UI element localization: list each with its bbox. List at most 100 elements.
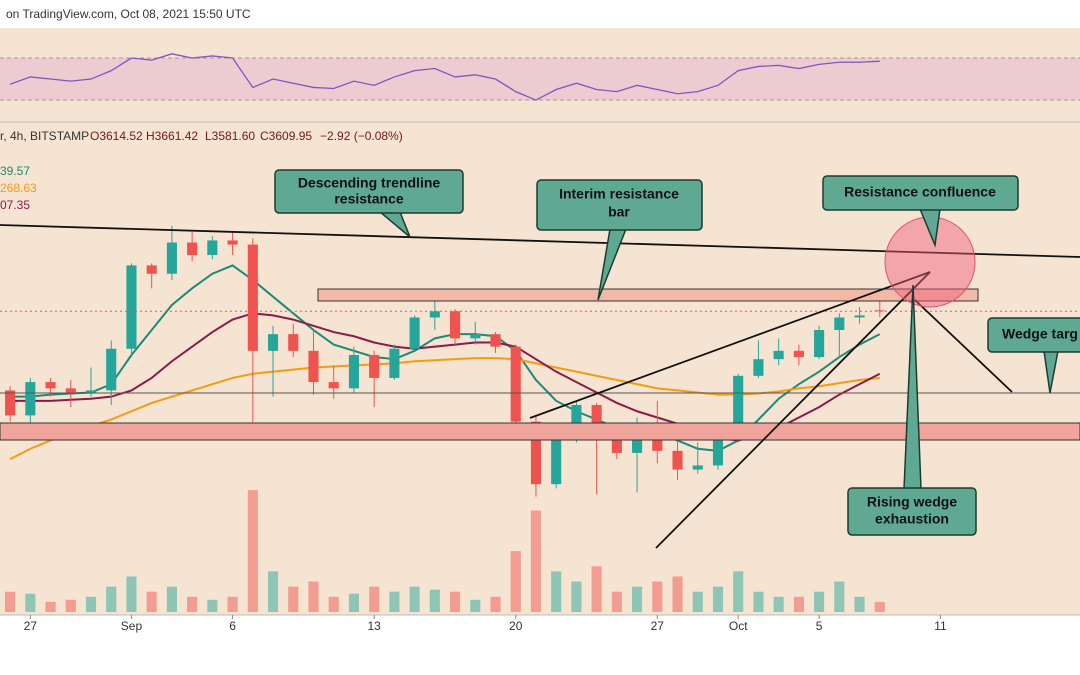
candle-body: [166, 242, 177, 274]
candle-body: [25, 382, 36, 416]
volume-bar: [712, 586, 724, 612]
volume-bar: [753, 591, 764, 612]
volume-bar: [25, 593, 36, 612]
wedge-lower: [655, 271, 931, 549]
volume-bar: [450, 591, 461, 612]
volume-bar: [793, 596, 804, 612]
candle-body: [308, 350, 319, 383]
volume-bar: [389, 591, 400, 612]
callout: Resistance confluence: [822, 175, 1019, 248]
x-tick-label: 27: [651, 619, 665, 633]
wedge-upper: [529, 271, 931, 419]
callout: Descending trendline resistance: [274, 169, 464, 238]
candle-body: [5, 390, 16, 416]
callout-text: resistance: [334, 191, 403, 207]
candle-body: [793, 350, 804, 358]
candle-body: [611, 440, 622, 453]
candle-body: [126, 265, 137, 349]
volume-bar: [510, 551, 521, 612]
callout: Interim resistance bar: [536, 179, 703, 301]
trendline: [0, 224, 1080, 258]
volume-bar: [65, 599, 76, 612]
volume-bar: [369, 586, 380, 612]
candle-body: [227, 240, 238, 245]
volume-bar: [308, 581, 319, 612]
legend-value: O3614.52: [90, 129, 143, 143]
volume-bar: [348, 593, 359, 612]
candle-body: [146, 265, 157, 274]
candle-body: [470, 334, 481, 339]
volume-bar: [874, 601, 885, 612]
volume-bar: [470, 599, 481, 612]
target-line: [914, 299, 1013, 393]
candle-body: [510, 346, 521, 422]
candle-body: [348, 355, 359, 389]
volume-bar: [409, 586, 420, 612]
rsi-line: [9, 53, 880, 101]
candle-body: [551, 436, 562, 485]
candle-body: [247, 244, 258, 351]
volume-bar: [571, 581, 582, 612]
rsi-band: [0, 58, 1080, 101]
callout: Rising wedge exhaustion: [847, 284, 977, 536]
candle-body: [65, 388, 76, 393]
x-tick-label: Oct: [729, 619, 748, 633]
volume-bar: [126, 576, 137, 612]
x-tick-label: Sep: [121, 619, 143, 633]
volume-bar: [45, 601, 56, 612]
x-tick-label: 11: [934, 619, 947, 633]
legend: r, 4h, BITSTAMP O3614.52 H3661.42 L3581.…: [0, 129, 403, 143]
ma-value: 268.63: [0, 181, 37, 195]
candle-body: [672, 450, 683, 470]
candle-body: [106, 348, 117, 391]
volume-bar: [490, 596, 501, 612]
axis-bar: [0, 615, 1080, 675]
volume-bar: [227, 596, 238, 612]
moving-average: [10, 264, 881, 452]
callout-text: Interim resistance: [559, 186, 679, 202]
callout-text: bar: [608, 204, 630, 220]
volume-bar: [652, 581, 663, 612]
volume-bar: [85, 596, 97, 612]
volume-bar: [247, 490, 258, 612]
volume-bar: [106, 586, 117, 612]
volume-bar: [267, 571, 279, 612]
candle-body: [571, 405, 582, 437]
legend-value: −2.92 (−0.08%): [320, 129, 403, 143]
candle-body: [187, 242, 198, 255]
candle-body: [389, 348, 400, 378]
candle-body: [369, 355, 380, 378]
candle-body: [450, 311, 461, 339]
candle-body: [85, 390, 97, 393]
resistance-bar: [317, 288, 979, 302]
candle-body: [530, 421, 542, 485]
volume-bar: [672, 576, 683, 612]
candle-body: [328, 382, 339, 389]
callout: Wedge targ: [987, 317, 1080, 394]
candle-body: [854, 315, 865, 318]
legend-value: L3581.60: [205, 129, 255, 143]
candle-body: [834, 317, 845, 330]
drawings: [0, 216, 1080, 549]
header-bar: [0, 0, 1080, 28]
callout-text: Rising wedge: [867, 494, 957, 510]
candle-body: [288, 334, 299, 351]
volume-bar: [429, 589, 440, 612]
legend-value: H3661.42: [146, 129, 198, 143]
candle-body: [267, 334, 279, 351]
volume-bar: [166, 586, 177, 612]
candle-body: [712, 438, 724, 466]
candle-body: [490, 334, 501, 347]
volume-bar: [773, 596, 784, 612]
candle-body: [207, 240, 218, 255]
callout-text: Descending trendline: [298, 175, 441, 191]
legend-value: C3609.95: [260, 129, 312, 143]
volume-bar: [207, 599, 218, 612]
candle-body: [409, 317, 420, 349]
x-tick-label: 5: [816, 619, 823, 633]
candle-body: [773, 350, 784, 360]
callout-text: exhaustion: [875, 511, 949, 527]
volume-bar: [146, 591, 157, 612]
x-tick-label: 13: [367, 619, 381, 633]
